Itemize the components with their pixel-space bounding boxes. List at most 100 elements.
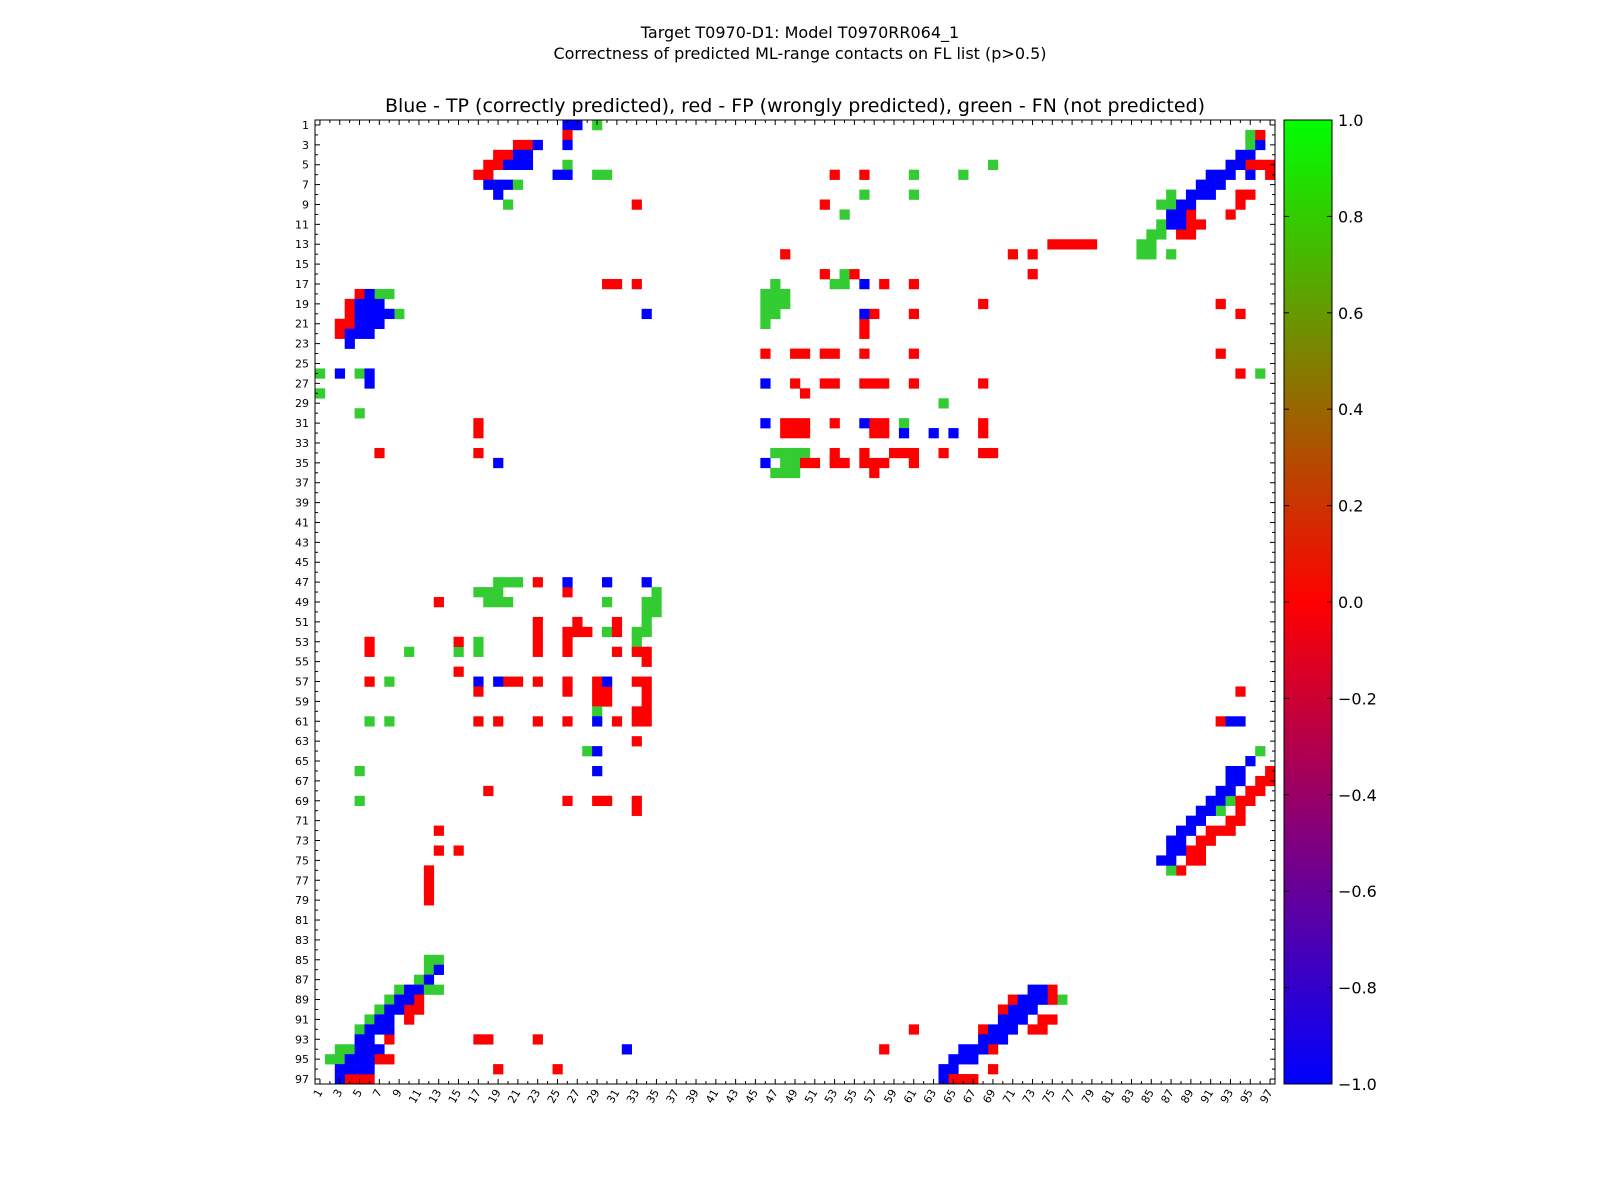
cell-fn [354, 408, 365, 419]
cell-tp [1195, 805, 1207, 816]
cell-fn [592, 706, 603, 717]
cell-fp [562, 795, 573, 807]
cell-fp [958, 1074, 969, 1085]
cell-fp [1235, 368, 1246, 379]
cell-fp [869, 428, 880, 439]
cell-fp [384, 1054, 395, 1065]
cell-fp [1235, 805, 1246, 816]
cell-fn [760, 298, 771, 310]
cell-tp [1037, 994, 1048, 1005]
cell-tp [512, 149, 524, 161]
cell-fn [404, 646, 415, 657]
cell-tp [354, 1054, 365, 1065]
cell-fn [987, 159, 999, 170]
cell-fp [1195, 855, 1207, 866]
cell-fp [978, 418, 989, 429]
cell-fp [354, 288, 365, 300]
cell-tp [1007, 1014, 1018, 1025]
x-tick-label: 81 [1099, 1087, 1117, 1106]
cell-fn [770, 447, 781, 459]
x-tick-label: 11 [406, 1087, 424, 1106]
cell-tp [364, 378, 375, 389]
cell-tp [423, 974, 435, 985]
cell-fp [1245, 189, 1256, 200]
cell-fp [908, 348, 920, 359]
cell-fp [473, 169, 484, 180]
cell-tp [384, 1004, 395, 1015]
cell-fn [1057, 994, 1068, 1005]
cell-fp [1255, 785, 1266, 797]
cell-tp [1185, 189, 1197, 200]
x-tick-label: 57 [862, 1087, 880, 1106]
cell-fn [898, 418, 910, 429]
cell-fn [1156, 219, 1167, 230]
cell-fn [1156, 199, 1167, 210]
cell-tp [987, 1034, 999, 1045]
cell-fn [760, 288, 771, 300]
cell-tp [384, 1024, 395, 1035]
cell-fp [483, 1034, 494, 1045]
cell-fp [790, 418, 801, 429]
cell-tp [1185, 825, 1197, 836]
cell-fp [503, 676, 514, 687]
y-tick-label: 97 [295, 1073, 309, 1086]
cell-tp [404, 994, 415, 1005]
cell-fp [631, 199, 642, 210]
cell-tp [1195, 189, 1207, 200]
x-tick-label: 49 [782, 1087, 800, 1106]
cell-fn [790, 467, 801, 479]
cell-fp [631, 279, 642, 290]
cell-tp [493, 457, 504, 469]
cell-fp [799, 457, 811, 469]
cell-tp [344, 338, 355, 349]
cell-fn [770, 308, 781, 320]
cell-fp [859, 348, 870, 359]
cell-fp [869, 467, 880, 479]
cell-fn [423, 954, 435, 966]
x-tick-label: 77 [1059, 1087, 1077, 1106]
cell-tp [1007, 1024, 1018, 1035]
cell-tp [1205, 189, 1216, 200]
cell-fp [344, 1074, 355, 1085]
cell-fp [1047, 984, 1058, 995]
cell-fp [790, 348, 801, 359]
cell-fp [829, 348, 840, 359]
cell-tp [354, 1034, 365, 1045]
cell-tp [512, 159, 524, 170]
y-tick-label: 9 [302, 198, 309, 211]
y-tick-label: 19 [295, 298, 309, 311]
cell-fp [562, 716, 573, 727]
x-tick-label: 1 [311, 1087, 326, 1100]
cell-fn [1215, 805, 1226, 816]
cell-fp [532, 1034, 543, 1045]
cell-fp [1007, 249, 1018, 260]
cell-fn [1156, 229, 1167, 240]
cell-tp [1245, 149, 1256, 161]
cell-tp [760, 378, 771, 389]
cell-fn [1146, 239, 1157, 250]
cell-tp [572, 120, 583, 131]
cell-fn [503, 199, 514, 210]
cell-fn [354, 368, 365, 379]
cell-fp [334, 328, 345, 339]
cell-fn [780, 447, 791, 459]
cell-fp [592, 795, 603, 807]
cell-tp [1166, 835, 1177, 846]
cell-tp [1027, 984, 1038, 995]
cell-tp [493, 676, 504, 687]
cell-tp [374, 1024, 385, 1035]
cell-fn [364, 1014, 375, 1025]
cell-fn [641, 606, 652, 618]
cell-fp [829, 447, 840, 459]
y-tick-label: 37 [295, 477, 309, 490]
cell-fp [1235, 815, 1246, 826]
cell-fp [1185, 209, 1197, 220]
cell-fp [602, 696, 613, 707]
cell-fn [592, 169, 603, 180]
x-tick-label: 89 [1178, 1087, 1196, 1106]
cell-fn [512, 179, 524, 190]
cell-tp [552, 169, 563, 180]
suptitle-line-1: Target T0970-D1: Model T0970RR064_1 [640, 23, 959, 43]
cell-fn [602, 626, 613, 638]
cell-tp [354, 298, 365, 310]
